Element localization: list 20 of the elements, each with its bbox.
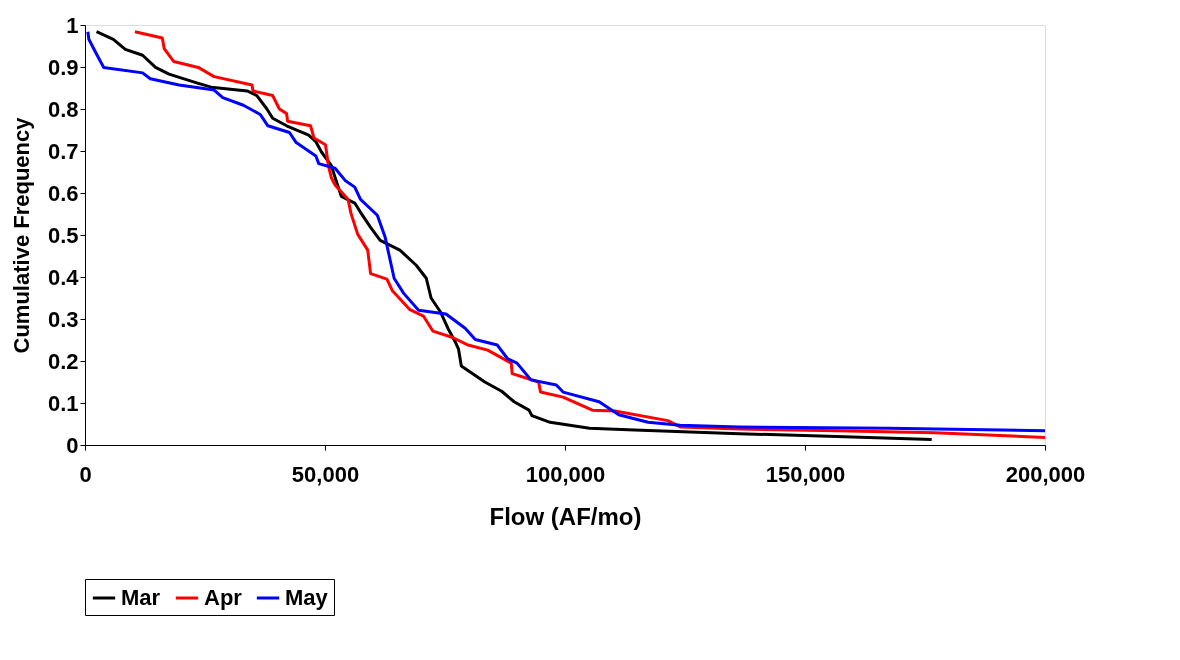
y-tick-label: 0 — [66, 432, 79, 458]
y-tick-label: 0.6 — [47, 180, 79, 206]
y-tick-label: 1 — [66, 12, 79, 38]
y-tick-label: 0.1 — [47, 390, 79, 416]
x-tick-label: 100,000 — [525, 461, 606, 487]
x-tick-label: 150,000 — [765, 461, 846, 487]
y-axis-title: Cumulative Frequency — [8, 116, 34, 354]
legend-label: May — [285, 585, 329, 610]
y-tick-label: 0.9 — [47, 54, 79, 80]
y-tick-label: 0.4 — [47, 264, 80, 290]
x-tick-label: 200,000 — [1005, 461, 1086, 487]
y-tick-label: 0.2 — [47, 348, 79, 374]
x-tick-label: 50,000 — [291, 461, 360, 487]
y-tick-label: 0.8 — [47, 96, 79, 122]
y-tick-label: 0.3 — [47, 306, 79, 332]
x-axis-title: Flow (AF/mo) — [489, 502, 642, 530]
legend-label: Apr — [204, 585, 243, 610]
y-tick-label: 0.5 — [47, 222, 79, 248]
y-tick-label: 0.7 — [47, 138, 79, 164]
legend-label: Mar — [121, 585, 161, 610]
